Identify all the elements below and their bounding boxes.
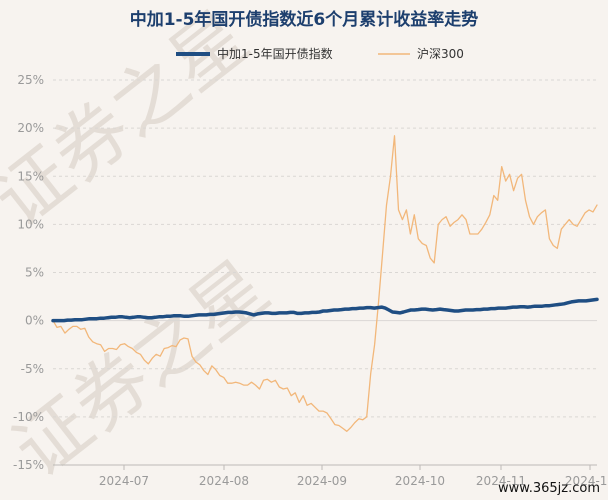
- y-tick-label: 15%: [17, 169, 44, 183]
- x-tick-label: 2024-07: [99, 474, 149, 488]
- series-line-hs300: [52, 135, 598, 432]
- x-tick-label: 2024-10: [395, 474, 445, 488]
- series-line-bond-index: [51, 297, 599, 323]
- y-tick-label: 20%: [17, 121, 44, 135]
- y-tick-label: -5%: [21, 362, 44, 376]
- y-tick-label: 10%: [17, 217, 44, 231]
- y-tick-label: -10%: [13, 410, 44, 424]
- source-watermark: www.365jz.com: [498, 481, 600, 496]
- y-tick-label: 0%: [25, 314, 44, 328]
- x-axis: 2024-07 2024-08 2024-09 2024-10 2024-11 2024-…: [53, 464, 608, 488]
- y-tick-label: -15%: [13, 458, 44, 472]
- series-lines: [51, 135, 599, 432]
- x-tick-label: 2024-08: [199, 474, 249, 488]
- x-tick-label: 2024-11: [476, 474, 526, 488]
- y-tick-label: 25%: [17, 73, 44, 87]
- y-tick-label: 5%: [25, 266, 44, 280]
- legend-label-hs300: 沪深300: [417, 47, 464, 61]
- legend: 中加1-5年国开债指数 沪深300: [176, 46, 464, 61]
- x-tick-label: 2024-12: [565, 474, 608, 488]
- chart-title: 中加1-5年国开债指数近6个月累计收益率走势: [130, 9, 479, 30]
- x-tick-label: 2024-09: [297, 474, 347, 488]
- legend-label-bond-index: 中加1-5年国开债指数: [217, 46, 333, 61]
- gridlines: [53, 79, 597, 466]
- y-axis: 25% 20% 15% 10% 5% 0% -5% -10% -15%: [13, 73, 44, 472]
